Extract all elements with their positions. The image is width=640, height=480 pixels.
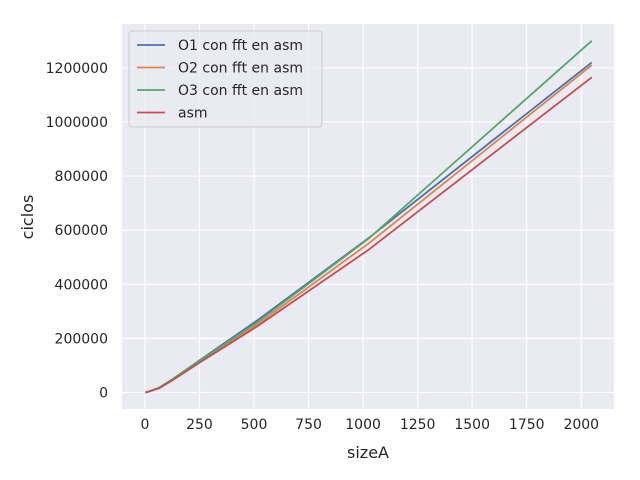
x-tick-label: 750 (295, 417, 322, 433)
y-tick-label: 1000000 (46, 115, 108, 131)
y-axis-title: ciclos (18, 195, 37, 240)
x-tick-label: 2000 (563, 417, 599, 433)
x-tick-label: 1000 (345, 417, 381, 433)
y-tick-label: 800000 (55, 169, 108, 185)
x-tick-label: 1250 (400, 417, 436, 433)
y-tick-label: 0 (99, 385, 108, 401)
x-tick-label: 250 (186, 417, 213, 433)
x-tick-label: 0 (140, 417, 149, 433)
x-axis-title: sizeA (347, 443, 389, 462)
series-lines (144, 40, 593, 394)
legend-label-o2-con-fft-en-asm: O2 con fft en asm (178, 61, 303, 77)
x-tick-label: 1500 (454, 417, 490, 433)
y-tick-label: 1200000 (46, 61, 108, 77)
y-tick-labels: 0 200000 400000 600000 800000 1000000 1200000 (46, 61, 108, 402)
legend-box (128, 30, 323, 128)
legend-label-o3-con-fft-en-asm: O3 con fft en asm (178, 83, 303, 99)
x-tick-label: 500 (241, 417, 268, 433)
x-tick-label: 1750 (509, 417, 545, 433)
legend-label-o1-con-fft-en-asm: O1 con fft en asm (178, 38, 303, 54)
y-tick-label: 200000 (55, 331, 108, 347)
series-line-asm (144, 76, 593, 394)
legend: O1 con fft en asm O2 con fft en asm O3 con… (128, 30, 323, 128)
x-tick-labels: 0 250 500 750 1000 1250 1500 1750 2000 (140, 417, 599, 433)
legend-label-asm: asm (178, 106, 208, 122)
y-tick-label: 600000 (55, 223, 108, 239)
y-tick-label: 400000 (55, 277, 108, 293)
